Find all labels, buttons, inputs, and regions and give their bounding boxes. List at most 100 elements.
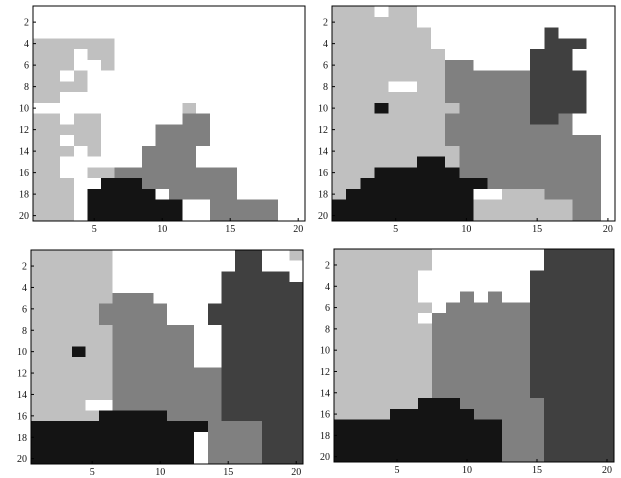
heatmap-cell xyxy=(586,344,601,356)
heatmap-cell xyxy=(558,70,573,82)
heatmap-cell xyxy=(101,124,115,136)
heatmap-cell xyxy=(128,124,143,136)
heatmap-cell xyxy=(474,259,489,271)
heatmap-cell xyxy=(60,49,75,61)
x-tick-label: 5 xyxy=(92,224,97,235)
heatmap-cell xyxy=(58,292,73,304)
heatmap-cell xyxy=(572,38,588,50)
heatmap-cell xyxy=(404,270,419,282)
heatmap-cell xyxy=(289,260,304,272)
heatmap-cell xyxy=(248,378,263,390)
heatmap-cell xyxy=(99,335,113,347)
heatmap-cell xyxy=(85,335,100,347)
heatmap-cell xyxy=(460,302,475,314)
heatmap-cell xyxy=(182,178,197,190)
heatmap-cell xyxy=(558,387,573,399)
heatmap-cell xyxy=(530,323,545,335)
heatmap-cell xyxy=(85,346,100,358)
heatmap-cell xyxy=(334,398,349,410)
heatmap-cell xyxy=(128,38,143,50)
heatmap-cell xyxy=(474,334,489,346)
heatmap-cell xyxy=(334,376,349,388)
heatmap-cell xyxy=(390,419,405,431)
heatmap-cell xyxy=(58,442,73,454)
heatmap-cell xyxy=(264,81,279,93)
heatmap-cell xyxy=(46,135,61,147)
heatmap-cell xyxy=(114,167,129,179)
y-tick-label: 18 xyxy=(19,190,29,201)
heatmap-cell xyxy=(586,38,602,50)
heatmap-cell xyxy=(600,344,615,356)
heatmap-cell xyxy=(446,387,461,399)
x-tick-label: 20 xyxy=(293,224,303,235)
heatmap-cell xyxy=(237,81,251,93)
heatmap-cell xyxy=(445,59,460,71)
heatmap-cell xyxy=(182,38,197,50)
heatmap-cell xyxy=(600,92,616,104)
heatmap-cell xyxy=(248,389,263,401)
heatmap-cell xyxy=(262,357,277,369)
heatmap-cell xyxy=(167,314,181,326)
heatmap-cell xyxy=(128,199,143,211)
heatmap-cell xyxy=(155,210,170,222)
heatmap-cell xyxy=(221,250,236,262)
heatmap-cell xyxy=(332,102,347,114)
heatmap-cell xyxy=(128,167,143,179)
heatmap-cell xyxy=(516,398,531,410)
heatmap-cell xyxy=(275,260,290,272)
heatmap-cell xyxy=(530,376,545,388)
heatmap-cell xyxy=(459,81,474,93)
heatmap-cell xyxy=(209,16,224,28)
heatmap-cell xyxy=(223,6,238,18)
heatmap-cell xyxy=(460,366,475,378)
heatmap-cell xyxy=(432,376,447,388)
heatmap-cell xyxy=(289,421,304,433)
heatmap-cell xyxy=(362,302,377,314)
heatmap-cell xyxy=(182,27,197,39)
heatmap-cell xyxy=(544,102,559,114)
heatmap-cell xyxy=(275,314,290,326)
heatmap-cell xyxy=(348,302,363,314)
heatmap-cell xyxy=(459,59,474,71)
heatmap-cell xyxy=(112,260,127,272)
heatmap-cell xyxy=(530,249,545,261)
heatmap-cell xyxy=(404,430,419,442)
heatmap-cell xyxy=(432,408,447,420)
heatmap-cell xyxy=(459,16,474,28)
heatmap-cell xyxy=(196,27,211,39)
heatmap-cell xyxy=(374,38,389,50)
heatmap-cell xyxy=(402,38,418,50)
y-tick-label: 10 xyxy=(17,347,27,358)
heatmap-cell xyxy=(262,292,277,304)
heatmap-cell xyxy=(73,102,88,114)
heatmap-cell xyxy=(446,291,461,303)
heatmap-cell xyxy=(530,135,545,147)
heatmap-cell xyxy=(237,102,251,114)
heatmap-cell xyxy=(262,335,277,347)
heatmap-cell xyxy=(289,453,304,465)
heatmap-cell xyxy=(558,49,573,61)
heatmap-cell xyxy=(73,49,88,61)
heatmap-cell xyxy=(558,6,573,18)
heatmap-cell xyxy=(600,49,616,61)
heatmap-cell xyxy=(44,303,59,315)
heatmap-cell xyxy=(402,199,418,211)
heatmap-cell xyxy=(289,324,304,336)
heatmap-cell xyxy=(516,280,531,292)
heatmap-cell xyxy=(223,124,238,136)
heatmap-cell xyxy=(223,49,238,61)
heatmap-cell xyxy=(155,49,170,61)
heatmap-cell xyxy=(99,271,113,283)
heatmap-cell xyxy=(346,188,361,200)
heatmap-cell xyxy=(459,113,474,125)
heatmap-cell xyxy=(169,92,183,104)
heatmap-cell xyxy=(600,70,616,82)
heatmap-cell xyxy=(262,324,277,336)
heatmap-cell xyxy=(388,188,404,200)
heatmap-cell xyxy=(128,16,143,28)
heatmap-cell xyxy=(502,291,517,303)
heatmap-cell xyxy=(169,199,183,211)
heatmap-cell xyxy=(558,440,573,452)
heatmap-cell xyxy=(390,280,405,292)
heatmap-cell xyxy=(459,92,474,104)
